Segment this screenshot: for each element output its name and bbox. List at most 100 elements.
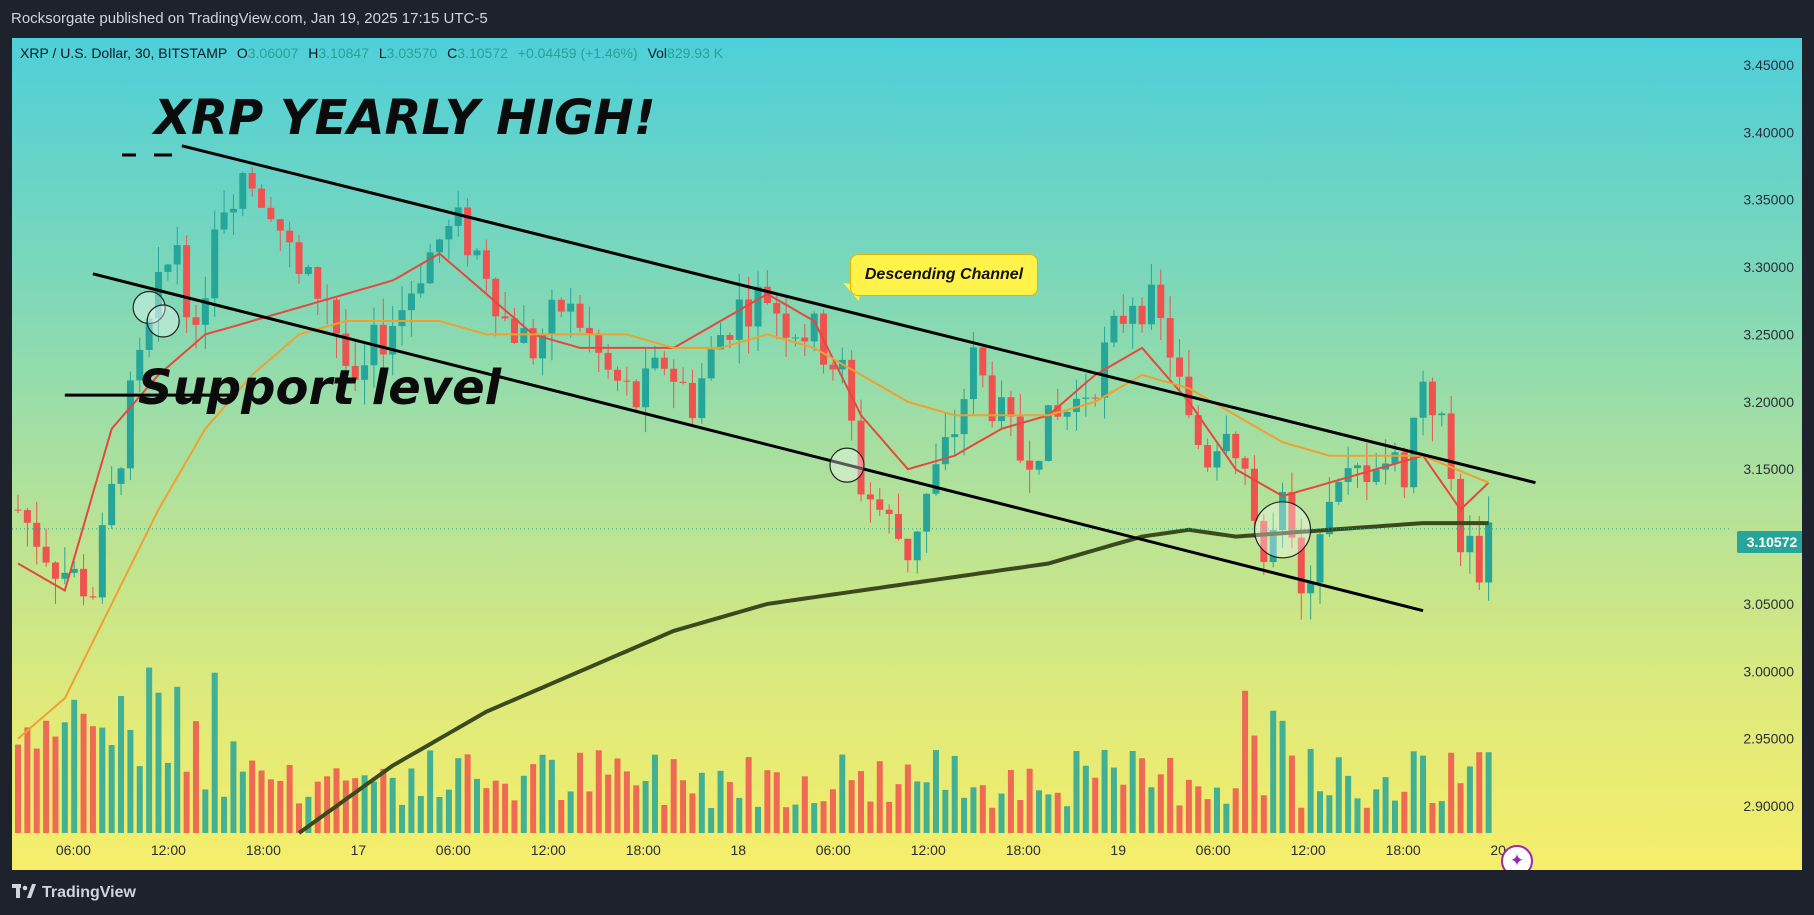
volume-bar bbox=[427, 750, 434, 833]
volume-bar bbox=[286, 764, 293, 833]
volume-bar bbox=[342, 780, 349, 833]
candle-body bbox=[126, 380, 134, 469]
candle-body bbox=[782, 313, 790, 338]
volume-bar bbox=[1335, 757, 1342, 833]
legend-low-label: L bbox=[378, 45, 387, 61]
volume-bar bbox=[1223, 803, 1230, 833]
yearly-high-annotation[interactable]: XRP YEARLY HIGH! bbox=[154, 90, 656, 146]
candle-body bbox=[304, 267, 312, 274]
highlight-circle bbox=[146, 304, 180, 338]
candle-body bbox=[1241, 458, 1249, 469]
candle-body bbox=[1110, 315, 1118, 343]
y-tick-label: 3.20000 bbox=[1743, 394, 1794, 410]
volume-bar bbox=[155, 692, 162, 833]
volume-bar bbox=[1457, 783, 1464, 833]
volume-bar bbox=[296, 803, 303, 833]
candle-body bbox=[501, 316, 509, 319]
volume-bar bbox=[1429, 803, 1436, 833]
candle-body bbox=[295, 242, 303, 274]
volume-bar bbox=[1476, 752, 1483, 833]
volume-bar bbox=[436, 796, 443, 833]
volume-bar bbox=[464, 754, 471, 833]
volume-bar bbox=[455, 758, 462, 833]
candle-body bbox=[117, 468, 125, 484]
candle-body bbox=[1372, 469, 1380, 482]
candle-body bbox=[1438, 413, 1446, 416]
legend-volume-label: Vol bbox=[647, 45, 668, 61]
volume-bar bbox=[1036, 790, 1043, 833]
x-tick-label: 06:00 bbox=[816, 842, 851, 858]
volume-bar bbox=[1391, 800, 1398, 833]
candle-body bbox=[857, 420, 865, 495]
candle-body bbox=[1335, 481, 1343, 502]
volume-bar bbox=[445, 789, 452, 833]
volume-bar bbox=[239, 771, 246, 833]
volume-bar bbox=[895, 784, 902, 833]
volume-bar bbox=[642, 781, 649, 833]
volume-bar bbox=[277, 780, 284, 833]
candle-body bbox=[1344, 468, 1352, 482]
candle-body bbox=[688, 382, 696, 419]
candle-body bbox=[164, 264, 172, 272]
y-tick-label: 3.25000 bbox=[1743, 326, 1794, 342]
candle-body bbox=[1391, 452, 1399, 464]
candle-body bbox=[576, 303, 584, 328]
volume-bar bbox=[520, 775, 527, 833]
descending-channel-callout[interactable]: Descending Channel bbox=[850, 254, 1038, 296]
volume-bar bbox=[258, 770, 265, 833]
candle-body bbox=[988, 375, 996, 422]
candle-body bbox=[1400, 452, 1408, 488]
candle-body bbox=[1091, 397, 1099, 399]
volume-bar bbox=[211, 672, 218, 833]
volume-bar bbox=[1120, 784, 1127, 833]
legend-volume-value: 829.93 K bbox=[667, 45, 724, 61]
candle-body bbox=[258, 188, 266, 208]
candle-body bbox=[923, 493, 931, 532]
volume-bar bbox=[314, 781, 321, 833]
candle-body bbox=[14, 509, 22, 511]
candle-body bbox=[557, 299, 565, 312]
tradingview-brand[interactable]: TradingView bbox=[12, 884, 136, 902]
volume-bar bbox=[202, 789, 209, 833]
support-level-annotation[interactable]: Support level bbox=[138, 360, 502, 416]
candle-body bbox=[492, 278, 500, 317]
footer-bar: TradingView bbox=[0, 870, 1814, 915]
candle-body bbox=[239, 173, 247, 209]
volume-bar bbox=[333, 768, 340, 833]
volume-bar bbox=[146, 667, 153, 833]
volume-bar bbox=[324, 776, 331, 833]
y-tick-label: 3.35000 bbox=[1743, 192, 1794, 208]
highlight-circle bbox=[132, 290, 166, 325]
candle-body bbox=[286, 230, 294, 243]
candle-body bbox=[651, 357, 659, 369]
candle-body bbox=[389, 326, 397, 355]
candle-body bbox=[1447, 413, 1455, 479]
candle-body bbox=[1026, 460, 1034, 470]
volume-bar bbox=[567, 791, 574, 833]
candle-body bbox=[679, 381, 687, 383]
volume-bar bbox=[1270, 710, 1277, 833]
candle-body bbox=[548, 299, 556, 335]
volume-bar bbox=[923, 782, 930, 833]
candle-body bbox=[454, 207, 462, 226]
candle-body bbox=[61, 572, 69, 579]
candle-body bbox=[632, 381, 640, 408]
sparkle-icon[interactable]: ✦ bbox=[1501, 845, 1533, 870]
volume-bar bbox=[970, 787, 977, 833]
candle-body bbox=[979, 347, 987, 376]
candle-body bbox=[1222, 433, 1230, 452]
candle-body bbox=[604, 352, 612, 370]
volume-bar bbox=[680, 780, 687, 833]
candle-body bbox=[1250, 468, 1258, 521]
volume-bar bbox=[1129, 751, 1136, 833]
legend-high-value: 3.10847 bbox=[318, 45, 369, 61]
volume-bar bbox=[932, 750, 939, 833]
price-chart[interactable]: 3.45000 3.40000 3.35000 3.30000 3.25000 3.200… bbox=[12, 38, 1802, 870]
x-tick-label: 12:00 bbox=[151, 842, 186, 858]
chart-frame[interactable]: 3.45000 3.40000 3.35000 3.30000 3.25000 3.200… bbox=[12, 38, 1802, 870]
volume-bar bbox=[502, 783, 509, 833]
candle-body bbox=[998, 397, 1006, 422]
volume-bar bbox=[1167, 757, 1174, 833]
volume-bar bbox=[829, 789, 836, 833]
volume-bar bbox=[783, 807, 790, 833]
